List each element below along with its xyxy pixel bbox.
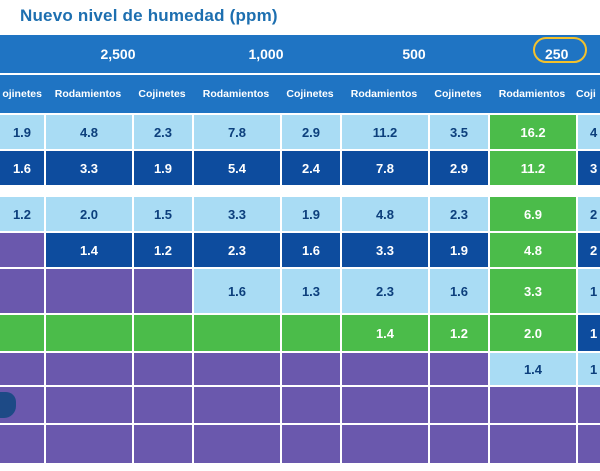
table-cell-empty xyxy=(282,387,340,423)
table-cell-empty xyxy=(134,353,192,385)
table-cell-empty xyxy=(430,387,488,423)
table-cell: 4 xyxy=(578,115,600,149)
table-cell: 1.9 xyxy=(134,151,192,185)
table-cell: 2 xyxy=(578,197,600,231)
table-cell-band xyxy=(282,315,340,351)
table-cell: 3.5 xyxy=(430,115,488,149)
table-cell-empty xyxy=(194,353,280,385)
table-cell: 2.3 xyxy=(134,115,192,149)
table-cell-empty xyxy=(0,425,44,463)
table-cell-band: 1.2 xyxy=(430,315,488,351)
table-cell: 1.4 xyxy=(46,233,132,267)
subheader-rodamientos: Rodamientos xyxy=(340,75,428,113)
table-cell: 2.4 xyxy=(282,151,340,185)
table-cell: 3 xyxy=(578,151,600,185)
table-cell: 4.8 xyxy=(342,197,428,231)
table-cell-empty xyxy=(0,233,44,267)
table-cell: 3.3 xyxy=(194,197,280,231)
table-cell-empty xyxy=(282,353,340,385)
page-title: Nuevo nivel de humedad (ppm) xyxy=(20,6,278,25)
table-cell: 1 xyxy=(578,315,600,351)
subheader-cojinetes: Coji xyxy=(576,75,600,113)
table-cell: 1.2 xyxy=(0,197,44,231)
table-cell-empty xyxy=(430,425,488,463)
table-cell: 1.6 xyxy=(282,233,340,267)
table-cell: 1 xyxy=(578,353,600,385)
table-cell-highlight: 16.2 xyxy=(490,115,576,149)
table-cell-empty xyxy=(342,425,428,463)
table-cell-empty xyxy=(134,387,192,423)
table-cell-empty xyxy=(0,269,44,313)
table-cell-highlight: 6.9 xyxy=(490,197,576,231)
table-cell-empty xyxy=(194,387,280,423)
table-cell-empty xyxy=(490,387,576,423)
highlight-circle xyxy=(533,37,587,63)
level-header-2500: 2,500 xyxy=(44,35,192,73)
table-cell-empty xyxy=(342,353,428,385)
table-cell: 1.3 xyxy=(282,269,340,313)
level-header-1000: 1,000 xyxy=(192,35,340,73)
subheader-rodamientos: Rodamientos xyxy=(192,75,280,113)
table-cell-empty xyxy=(46,353,132,385)
table-cell-empty xyxy=(578,425,600,463)
table-cell: 11.2 xyxy=(342,115,428,149)
level-header-500: 500 xyxy=(340,35,488,73)
table-cell: 1.6 xyxy=(0,151,44,185)
table-cell-empty xyxy=(194,425,280,463)
table-cell: 2.0 xyxy=(46,197,132,231)
subheader-rodamientos: Rodamientos xyxy=(44,75,132,113)
table-cell: 1.6 xyxy=(194,269,280,313)
table-cell-empty xyxy=(134,269,192,313)
table-cell: 7.8 xyxy=(194,115,280,149)
table-cell-band: 1.4 xyxy=(342,315,428,351)
table-cell: 1.6 xyxy=(430,269,488,313)
table-cell-band xyxy=(134,315,192,351)
subheader-cojinetes: Cojinetes xyxy=(280,75,340,113)
table-cell: 1.9 xyxy=(0,115,44,149)
subheader-cojinetes: Cojinetes xyxy=(428,75,488,113)
table-cell-empty xyxy=(490,425,576,463)
table-cell-highlight: 3.3 xyxy=(490,269,576,313)
table-cell: 2.9 xyxy=(430,151,488,185)
table-cell-empty xyxy=(282,425,340,463)
humidity-table: 2,500 1,000 500 250 ojinetes Rodamientos… xyxy=(0,35,600,463)
level-header-partial xyxy=(0,35,44,73)
table-cell-band xyxy=(194,315,280,351)
table-cell-highlight: 4.8 xyxy=(490,233,576,267)
table-cell: 2.3 xyxy=(194,233,280,267)
table-cell-empty xyxy=(46,269,132,313)
table-cell-empty xyxy=(46,387,132,423)
decorative-mark xyxy=(0,392,16,418)
table-cell-empty xyxy=(0,353,44,385)
subheader-cojinetes: Cojinetes xyxy=(132,75,192,113)
table-cell-highlight: 2.0 xyxy=(490,315,576,351)
table-cell: 7.8 xyxy=(342,151,428,185)
table-cell-empty xyxy=(578,387,600,423)
table-cell: 2.3 xyxy=(342,269,428,313)
subheader-cojinetes: ojinetes xyxy=(0,75,44,113)
table-cell: 3.3 xyxy=(46,151,132,185)
subheader-rodamientos: Rodamientos xyxy=(488,75,576,113)
table-cell: 1.9 xyxy=(430,233,488,267)
table-cell-empty xyxy=(342,387,428,423)
table-cell: 5.4 xyxy=(194,151,280,185)
table-cell-band xyxy=(0,315,44,351)
table-cell: 2.9 xyxy=(282,115,340,149)
table-cell: 1.2 xyxy=(134,233,192,267)
table-cell-empty xyxy=(430,353,488,385)
table-cell: 1.9 xyxy=(282,197,340,231)
table-cell-band xyxy=(46,315,132,351)
table-cell: 2.3 xyxy=(430,197,488,231)
table-cell: 1.5 xyxy=(134,197,192,231)
table-cell: 1.4 xyxy=(490,353,576,385)
table-cell: 4.8 xyxy=(46,115,132,149)
table-cell-empty xyxy=(134,425,192,463)
table-cell-highlight: 11.2 xyxy=(490,151,576,185)
table-cell: 3.3 xyxy=(342,233,428,267)
table-cell: 1 xyxy=(578,269,600,313)
table-cell: 2 xyxy=(578,233,600,267)
table-cell-empty xyxy=(46,425,132,463)
